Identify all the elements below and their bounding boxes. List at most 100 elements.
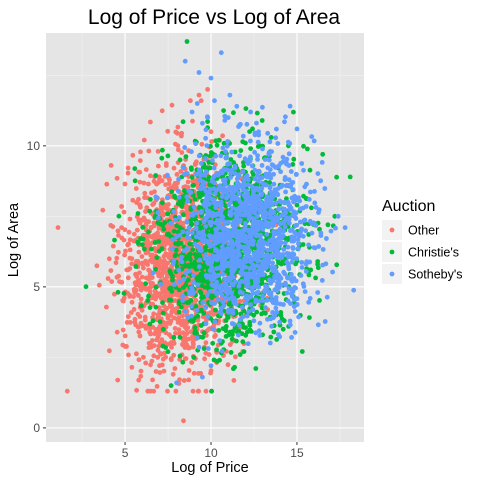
- data-point: [119, 279, 125, 285]
- data-point: [168, 383, 174, 388]
- data-point: [294, 256, 300, 262]
- data-point: [183, 154, 189, 160]
- data-point: [135, 240, 141, 246]
- y-tick-label: 10: [27, 139, 41, 153]
- data-point: [146, 148, 152, 154]
- data-point: [128, 310, 134, 315]
- data-point: [260, 226, 266, 232]
- data-point: [142, 323, 148, 329]
- data-point: [209, 388, 215, 394]
- data-point: [213, 284, 219, 290]
- data-point: [234, 195, 240, 201]
- data-point: [299, 161, 305, 166]
- data-point: [119, 225, 124, 231]
- data-point: [315, 322, 321, 328]
- y-tick-label: 0: [33, 421, 40, 435]
- data-point: [291, 304, 297, 309]
- data-point: [226, 275, 231, 281]
- data-point: [287, 322, 293, 328]
- data-point: [161, 265, 167, 271]
- data-point: [217, 266, 223, 271]
- data-point: [252, 167, 258, 173]
- data-point: [120, 327, 126, 333]
- data-point: [234, 180, 240, 186]
- data-point: [270, 268, 276, 274]
- data-point: [248, 209, 253, 215]
- data-point: [158, 281, 164, 287]
- data-point: [151, 353, 157, 359]
- data-point: [151, 343, 157, 348]
- data-point: [240, 169, 246, 175]
- data-point: [165, 172, 170, 178]
- data-point: [239, 278, 245, 284]
- data-point: [216, 297, 221, 302]
- data-point: [255, 157, 260, 162]
- data-point: [214, 347, 220, 353]
- data-point: [257, 169, 262, 175]
- data-point: [202, 156, 208, 161]
- data-point: [198, 173, 204, 178]
- data-point: [146, 219, 152, 225]
- data-point: [236, 322, 242, 328]
- data-point: [153, 304, 159, 310]
- data-point: [134, 227, 140, 233]
- data-point: [83, 284, 89, 290]
- data-point: [157, 370, 163, 375]
- data-point: [244, 173, 250, 179]
- data-point: [223, 149, 229, 155]
- data-point: [233, 301, 239, 307]
- data-point: [222, 276, 228, 282]
- data-point: [315, 290, 321, 295]
- data-point: [165, 293, 171, 299]
- series-sotheby-s: [150, 50, 357, 386]
- data-point: [215, 172, 220, 177]
- data-point: [281, 247, 287, 252]
- data-point: [196, 251, 202, 257]
- data-point: [204, 292, 210, 298]
- data-point: [155, 261, 161, 267]
- data-point: [176, 331, 182, 337]
- data-point: [258, 249, 264, 255]
- data-point: [250, 205, 256, 211]
- data-point: [311, 245, 317, 251]
- data-point: [263, 305, 268, 311]
- data-point: [223, 281, 229, 287]
- data-point: [177, 157, 183, 163]
- data-point: [271, 181, 277, 187]
- data-point: [236, 184, 242, 190]
- data-point: [315, 261, 320, 267]
- data-point: [240, 133, 246, 139]
- data-point: [142, 246, 147, 252]
- data-point: [279, 206, 285, 212]
- data-point: [244, 297, 250, 302]
- data-point: [147, 242, 153, 248]
- data-point: [284, 156, 290, 162]
- data-point: [257, 333, 263, 338]
- data-point: [317, 298, 322, 303]
- data-point: [175, 124, 181, 130]
- data-point: [319, 278, 325, 283]
- data-point: [195, 388, 201, 394]
- data-point: [206, 346, 211, 351]
- data-point: [201, 294, 207, 300]
- data-point: [243, 140, 248, 146]
- data-point: [283, 210, 289, 216]
- data-point: [138, 368, 144, 374]
- data-point: [143, 222, 149, 228]
- data-point: [305, 146, 310, 152]
- data-point: [253, 297, 259, 303]
- data-point: [233, 354, 238, 360]
- data-point: [208, 143, 213, 149]
- data-point: [178, 304, 184, 310]
- data-point: [317, 226, 322, 232]
- data-point: [249, 163, 255, 169]
- data-point: [248, 154, 253, 160]
- data-point: [176, 287, 182, 293]
- data-point: [207, 289, 213, 294]
- data-point: [168, 220, 174, 226]
- data-point: [238, 121, 243, 127]
- data-point: [268, 334, 274, 340]
- data-point: [200, 184, 206, 190]
- data-point: [203, 127, 209, 133]
- data-point: [146, 340, 152, 346]
